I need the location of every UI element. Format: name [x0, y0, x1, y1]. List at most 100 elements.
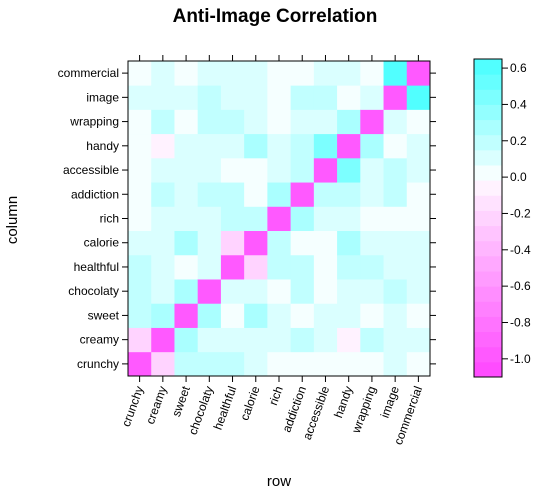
heatmap-cell-addiction-calorie [290, 230, 315, 256]
heatmap-cell-commercial-commercial [406, 61, 431, 86]
heatmap-cell-addiction-healthful [290, 254, 315, 280]
heatmap-cell-creamy-calorie [151, 230, 175, 256]
legend-swatch [474, 134, 502, 151]
legend-tick-label: -0.4 [510, 243, 531, 257]
legend-swatch [474, 316, 502, 333]
heatmap-cell-healthful-healthful [220, 254, 245, 280]
heatmap-cell-creamy-crunchy [151, 351, 175, 377]
heatmap-cell-addiction-chocolaty [290, 279, 315, 304]
heatmap-cell-sweet-rich [174, 206, 199, 232]
heatmap-cell-creamy-image [151, 85, 175, 110]
heatmap-cell-image-image [383, 85, 408, 110]
legend-swatch [474, 195, 502, 211]
heatmap-cell-sweet-crunchy [174, 351, 199, 377]
legend-tick-label: -0.8 [510, 315, 531, 329]
heatmap-cell-healthful-calorie [220, 230, 245, 256]
heatmap-cell-chocolaty-calorie [197, 230, 222, 256]
heatmap-cell-crunchy-commercial [128, 61, 152, 86]
heatmap-cell-chocolaty-commercial [197, 61, 222, 86]
y-tick-label-commercial: commercial [58, 66, 119, 80]
heatmap-cell-healthful-handy [220, 133, 245, 159]
heatmap-cell-healthful-rich [220, 206, 245, 232]
heatmap-cell-image-calorie [383, 230, 408, 256]
heatmap-cell-accessible-sweet [313, 303, 338, 328]
heatmap-cell-handy-sweet [337, 303, 361, 328]
heatmap-cell-commercial-accessible [406, 157, 431, 183]
heatmap-cell-rich-rich [267, 206, 292, 232]
heatmap-cell-chocolaty-sweet [197, 303, 222, 328]
heatmap-cell-creamy-accessible [151, 157, 175, 183]
heatmap-cell-chocolaty-accessible [197, 157, 222, 183]
heatmap-cell-rich-sweet [267, 303, 292, 328]
heatmap-cell-calorie-commercial [244, 61, 268, 86]
heatmap-cell-commercial-addiction [406, 182, 431, 207]
heatmap-cell-accessible-calorie [313, 230, 338, 256]
heatmap-cell-accessible-addiction [313, 182, 338, 207]
heatmap-cell-calorie-wrapping [244, 109, 268, 135]
y-tick-label-addiction: addiction [71, 187, 119, 201]
heatmap-cell-calorie-rich [244, 206, 268, 232]
heatmap-cell-sweet-addiction [174, 182, 199, 207]
heatmap-cell-handy-addiction [337, 182, 361, 207]
heatmap-cell-chocolaty-crunchy [197, 351, 222, 377]
heatmap-cell-handy-wrapping [337, 109, 361, 135]
y-tick-label-rich: rich [100, 212, 119, 226]
y-tick-label-chocolaty: chocolaty [68, 284, 119, 298]
heatmap-cell-addiction-wrapping [290, 109, 315, 135]
heatmap-cell-image-commercial [383, 61, 408, 86]
heatmap-cell-creamy-healthful [151, 254, 175, 280]
heatmap-cell-sweet-handy [174, 133, 199, 159]
heatmap-cell-rich-accessible [267, 157, 292, 183]
heatmap-cell-handy-commercial [337, 61, 361, 86]
legend-frame [473, 58, 503, 378]
heatmap-cell-image-chocolaty [383, 279, 408, 304]
heatmap-cell-crunchy-chocolaty [128, 279, 152, 304]
heatmap-cell-wrapping-healthful [360, 254, 384, 280]
heatmap-cell-healthful-image [220, 85, 245, 110]
legend-swatch [474, 74, 502, 90]
legend-swatch [474, 240, 502, 257]
heatmap-cell-chocolaty-chocolaty [197, 279, 222, 304]
heatmap-cell-sweet-sweet [174, 303, 199, 328]
heatmap-cell-creamy-handy [151, 133, 175, 159]
heatmap-cell-commercial-healthful [406, 254, 431, 280]
heatmap-cell-chocolaty-healthful [197, 254, 222, 280]
heatmap-cell-handy-handy [337, 133, 361, 159]
heatmap-cell-crunchy-image [128, 85, 152, 110]
heatmap-cell-addiction-creamy [290, 327, 315, 353]
heatmap-cell-addiction-sweet [290, 303, 315, 328]
heatmap-cell-wrapping-handy [360, 133, 384, 159]
heatmap-cell-healthful-accessible [220, 157, 245, 183]
heatmap-cell-sweet-creamy [174, 327, 199, 353]
heatmap-cell-handy-chocolaty [337, 279, 361, 304]
heatmap-cell-accessible-chocolaty [313, 279, 338, 304]
heatmap-cell-creamy-sweet [151, 303, 175, 328]
heatmap-cell-addiction-handy [290, 133, 315, 159]
heatmap-cell-sweet-healthful [174, 254, 199, 280]
legend-swatch [474, 255, 502, 272]
legend-swatch [474, 210, 502, 227]
heatmap-cell-calorie-handy [244, 133, 268, 159]
heatmap-cell-addiction-rich [290, 206, 315, 232]
legend-swatch [474, 225, 502, 242]
y-axis: crunchy creamy sweet chocolaty healthful calo… [58, 66, 436, 371]
y-axis-title: column [4, 196, 21, 244]
heatmap-cell-image-wrapping [383, 109, 408, 135]
heatmap-cell-accessible-commercial [313, 61, 338, 86]
heatmap-cell-sweet-chocolaty [174, 279, 199, 304]
x-axis-title: row [267, 473, 291, 490]
heatmap-cell-crunchy-wrapping [128, 109, 152, 135]
heatmap-cell-addiction-accessible [290, 157, 315, 183]
heatmap-cell-healthful-wrapping [220, 109, 245, 135]
heatmap-cell-healthful-crunchy [220, 351, 245, 377]
heatmap-cell-sweet-wrapping [174, 109, 199, 135]
heatmap-cell-rich-creamy [267, 327, 292, 353]
heatmap-cell-addiction-image [290, 85, 315, 110]
heatmap-cell-crunchy-handy [128, 133, 152, 159]
heatmap-cell-handy-creamy [337, 327, 361, 353]
heatmap-cell-crunchy-rich [128, 206, 152, 232]
y-tick-label-calorie: calorie [84, 236, 120, 250]
heatmap-cell-chocolaty-image [197, 85, 222, 110]
heatmap-cell-creamy-creamy [151, 327, 175, 353]
heatmap-cell-image-handy [383, 133, 408, 159]
